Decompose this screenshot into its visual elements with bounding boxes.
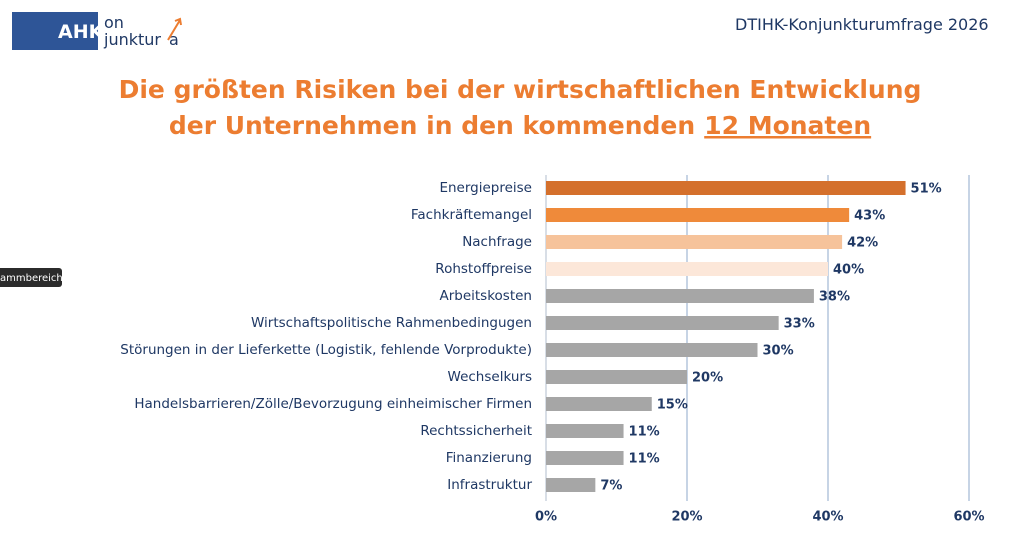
logo-junktur-text: junktur xyxy=(103,30,161,49)
category-label: Handelsbarrieren/Zölle/Bevorzugung einhe… xyxy=(134,396,532,412)
bar xyxy=(546,181,906,195)
value-label: 33% xyxy=(784,317,815,332)
category-label: Fachkräftemangel xyxy=(411,207,532,223)
value-label: 38% xyxy=(819,290,850,305)
value-label: 15% xyxy=(657,398,688,413)
value-label: 20% xyxy=(692,371,723,386)
bar xyxy=(546,370,687,384)
bar xyxy=(546,424,624,438)
value-label: 51% xyxy=(911,182,942,197)
x-tick-label: 0% xyxy=(535,510,557,525)
category-label: Finanzierung xyxy=(446,450,532,466)
category-label: Energiepreise xyxy=(439,180,532,196)
category-label: Arbeitskosten xyxy=(439,288,532,304)
bar xyxy=(546,451,624,465)
value-label: 11% xyxy=(629,425,660,440)
value-label: 7% xyxy=(600,479,622,494)
bar xyxy=(546,397,652,411)
value-label: 43% xyxy=(854,209,885,224)
chart-title: Die größten Risiken bei der wirtschaftli… xyxy=(119,75,922,104)
value-label: 40% xyxy=(833,263,864,278)
category-label: Wechselkurs xyxy=(448,369,532,385)
survey-title: DTIHK-Konjunkturumfrage 2026 xyxy=(735,15,989,34)
chart-title-emphasis: 12 Monaten xyxy=(704,111,871,140)
logo-a: a xyxy=(169,30,179,49)
logo-box xyxy=(12,12,98,50)
value-label: 42% xyxy=(847,236,878,251)
tooltip xyxy=(0,268,62,287)
x-tick-label: 40% xyxy=(812,510,843,525)
x-tick-label: 60% xyxy=(953,510,984,525)
bar xyxy=(546,316,779,330)
bar xyxy=(546,262,828,276)
chart-title-part: der Unternehmen in den kommenden xyxy=(169,111,695,140)
category-label: Störungen in der Lieferkette (Logistik, … xyxy=(120,342,532,358)
category-label: Infrastruktur xyxy=(447,477,532,493)
category-label: Rohstoffpreise xyxy=(435,261,532,277)
value-label: 30% xyxy=(763,344,794,359)
bar xyxy=(546,478,596,492)
category-label: Wirtschaftspolitische Rahmenbedingugen xyxy=(251,315,532,331)
category-label: Nachfrage xyxy=(462,234,532,250)
logo-on: on xyxy=(104,13,124,32)
logo-junktur: junktur a xyxy=(103,30,179,49)
category-label: Rechtssicherheit xyxy=(420,423,532,439)
bar xyxy=(546,235,843,249)
chart-title-line: der Unternehmen in den kommenden 12 Monat… xyxy=(169,111,871,140)
bar xyxy=(546,289,814,303)
tooltip-text: ammbereich xyxy=(0,273,63,284)
logo-arrow xyxy=(167,17,182,41)
bar xyxy=(546,343,758,357)
x-tick-label: 20% xyxy=(671,510,702,525)
value-label: 11% xyxy=(629,452,660,467)
logo-main: AHK xyxy=(58,21,105,43)
plot: 0% 20% 40% 60% Energiepreise 51% Fachkräfteman… xyxy=(120,175,985,525)
bar xyxy=(546,208,850,222)
